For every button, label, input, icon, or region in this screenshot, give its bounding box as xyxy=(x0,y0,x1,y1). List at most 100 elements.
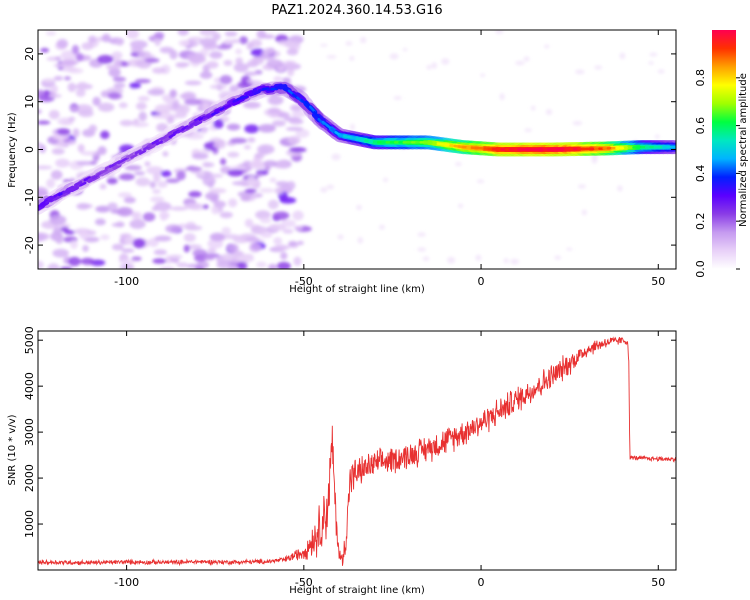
spectral-ridge-segment xyxy=(189,121,197,127)
spectral-noise-blob xyxy=(213,118,224,129)
spectral-noise-blob xyxy=(176,262,189,268)
spectral-noise-blob xyxy=(499,93,505,101)
spectral-noise-blob xyxy=(273,244,290,251)
spectral-noise-blob xyxy=(53,75,64,81)
spectral-noise-blob xyxy=(209,173,224,178)
spectral-noise-blob xyxy=(184,80,202,86)
spectral-noise-blob xyxy=(292,156,301,161)
spectral-ridge-segment xyxy=(126,153,134,159)
spectral-noise-blob xyxy=(76,160,94,166)
spectral-noise-blob xyxy=(179,93,194,99)
spectral-noise-blob xyxy=(276,261,291,269)
spectral-noise-blob xyxy=(157,180,168,188)
spectral-noise-blob xyxy=(82,244,89,252)
spectral-noise-blob xyxy=(280,251,288,260)
spectral-noise-blob xyxy=(224,31,238,37)
spectral-noise-blob xyxy=(244,237,261,242)
spectral-ridge-segment xyxy=(70,185,78,191)
spectral-noise-blob xyxy=(203,162,215,168)
spectral-noise-blob xyxy=(169,89,177,98)
spectral-ridge-segment xyxy=(45,198,53,204)
spectral-noise-blob xyxy=(288,240,298,247)
spectral-noise-blob xyxy=(81,42,94,51)
spectral-noise-blob xyxy=(101,33,111,43)
spectral-noise-blob xyxy=(71,44,80,55)
snr-series xyxy=(38,336,676,567)
spectral-noise-blob xyxy=(219,74,233,85)
spectral-ridge-segment xyxy=(253,90,261,95)
spectral-noise-blob xyxy=(147,88,165,96)
spectral-noise-blob xyxy=(178,39,191,47)
spectral-noise-blob xyxy=(45,31,57,36)
spectral-noise-blob xyxy=(246,78,254,84)
spectral-noise-blob xyxy=(252,157,262,168)
spectral-ridge-segment xyxy=(185,124,193,130)
spectrogram-y-axis-label: Frequency (Hz) xyxy=(7,112,18,188)
spectral-noise-blob xyxy=(235,48,243,55)
spectral-noise-blob xyxy=(211,205,220,215)
spectral-noise-blob xyxy=(95,205,111,213)
spectral-noise-blob xyxy=(38,109,42,114)
spectral-noise-blob xyxy=(458,203,464,209)
spectral-noise-blob xyxy=(183,233,196,243)
spectral-noise-blob xyxy=(246,175,257,186)
spectral-noise-blob xyxy=(108,67,121,78)
colorbar-label: Normalized spectral amplitude xyxy=(738,73,749,227)
spectral-noise-blob xyxy=(52,248,69,258)
spectral-noise-blob xyxy=(129,82,142,89)
spectral-noise-blob xyxy=(153,249,167,256)
spectrogram-x-ticks: -100 -50 0 50 xyxy=(114,30,665,288)
spectral-noise-blob xyxy=(152,114,170,119)
spectral-noise-blob xyxy=(236,261,248,269)
spectral-noise-blob xyxy=(184,202,202,210)
spectral-noise-blob xyxy=(277,112,290,119)
spectral-ridge-segment xyxy=(151,139,159,145)
spectral-noise-blob xyxy=(258,123,276,133)
spectral-noise-blob xyxy=(581,209,587,216)
colorbar-tick-label: 0.0 xyxy=(694,260,707,278)
spectral-noise-blob xyxy=(126,30,140,39)
spectral-noise-blob xyxy=(119,173,135,181)
spectral-noise-blob xyxy=(121,248,135,253)
spectral-noise-blob xyxy=(187,244,202,250)
spectral-noise-blob xyxy=(213,200,226,208)
spectral-noise-blob xyxy=(320,43,328,47)
spectral-noise-blob xyxy=(236,255,255,263)
spectral-ridge-segment xyxy=(75,181,83,186)
spectral-ridge-segment xyxy=(168,133,176,139)
spectral-noise-blob xyxy=(255,210,271,220)
spectral-noise-blob xyxy=(264,166,271,171)
spectral-noise-blob xyxy=(221,227,231,236)
spectral-noise-blob xyxy=(129,40,148,49)
y-tick-label: 2000 xyxy=(23,464,36,492)
spectral-noise-blob xyxy=(61,66,79,73)
spectral-noise-blob xyxy=(422,256,430,262)
colorbar-tick-label: 0.2 xyxy=(694,212,707,230)
spectral-noise-blob xyxy=(244,218,254,228)
spectral-noise-blob xyxy=(281,219,296,228)
spectral-noise-blob xyxy=(165,224,182,233)
spectral-noise-blob xyxy=(100,234,110,241)
snr-panel: -100 -50 0 50 1000 2000 3000 4000 5000 Height o… xyxy=(7,326,677,596)
spectral-noise-blob xyxy=(657,69,665,74)
spectral-noise-blob xyxy=(131,256,142,262)
colorbar-tick-label: 0.8 xyxy=(694,69,707,87)
spectral-noise-blob xyxy=(113,59,122,70)
spectral-noise-blob xyxy=(129,219,146,229)
spectral-noise-blob xyxy=(285,61,295,71)
spectral-noise-blob xyxy=(510,258,520,265)
spectral-noise-blob xyxy=(268,107,281,115)
spectral-noise-blob xyxy=(132,122,149,128)
spectral-noise-blob xyxy=(259,217,272,224)
snr-line xyxy=(38,336,676,567)
spectral-noise-blob xyxy=(379,224,385,230)
spectral-noise-blob xyxy=(349,55,355,61)
spectral-noise-blob xyxy=(295,128,310,138)
spectral-ridge-segment xyxy=(223,103,232,109)
spectral-noise-blob xyxy=(273,76,283,83)
colorbar-tick-label: 0.4 xyxy=(694,165,707,183)
spectral-noise-blob xyxy=(185,166,203,171)
spectral-noise-blob xyxy=(54,56,62,61)
spectral-noise-blob xyxy=(243,144,251,150)
spectral-noise-blob xyxy=(88,35,97,43)
